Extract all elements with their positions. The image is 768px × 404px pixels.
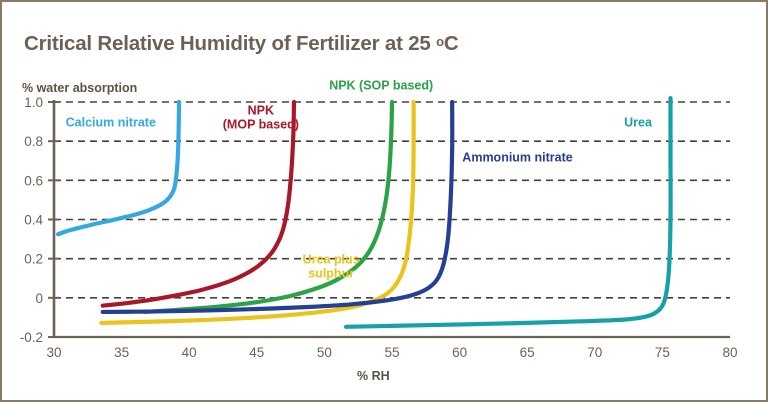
axes-group xyxy=(48,100,730,339)
y-tick-label: 0 xyxy=(35,291,43,306)
y-tick-label: 0.8 xyxy=(24,134,43,149)
y-axis-title: % water absorption xyxy=(22,81,138,95)
y-tick-labels-group: -0.2 0 0.2 0.4 0.6 0.8 1.0 xyxy=(20,95,44,345)
x-tick-label: 45 xyxy=(249,345,264,360)
series-line xyxy=(343,95,673,329)
series-label: NPK xyxy=(248,104,274,118)
series-label: Ammonium nitrate xyxy=(462,151,572,165)
x-tick-label: 65 xyxy=(520,345,535,360)
x-tick-label: 60 xyxy=(452,345,467,360)
series-line xyxy=(100,99,455,315)
x-tick-label: 30 xyxy=(46,345,61,360)
x-tick-label: 70 xyxy=(587,345,602,360)
y-tick-label: 0.4 xyxy=(24,213,43,228)
data-series-group xyxy=(55,95,673,329)
series-labels-group: Calcium nitrate NPK(MOP based) NPK (SOP ba… xyxy=(66,78,653,280)
chart-title-text: Critical Relative Humidity of Fertilizer… xyxy=(24,32,437,55)
series-label: Calcium nitrate xyxy=(66,115,156,129)
degree-symbol: o xyxy=(436,34,444,49)
y-tick-label: 0.2 xyxy=(24,252,43,267)
x-tick-label: 35 xyxy=(114,345,129,360)
x-tick-label: 50 xyxy=(317,345,332,360)
x-tick-label: 80 xyxy=(722,345,737,360)
series-line xyxy=(100,99,297,308)
series-line xyxy=(142,99,395,315)
x-tick-label: 55 xyxy=(384,345,399,360)
series-label: NPK (SOP based) xyxy=(329,78,433,92)
y-tick-label: 1.0 xyxy=(24,95,43,110)
x-axis-title: % RH xyxy=(357,369,390,383)
series-label: Urea plus xyxy=(303,253,360,267)
series-label: Urea xyxy=(624,115,653,129)
series-line xyxy=(55,99,182,237)
y-tick-label: -0.2 xyxy=(20,330,43,345)
series-label: sulphur xyxy=(308,267,354,281)
x-tick-label: 40 xyxy=(182,345,197,360)
y-tick-label: 0.6 xyxy=(24,173,43,188)
x-tick-label: 75 xyxy=(655,345,670,360)
page-title: Critical Relative Humidity of Fertilizer… xyxy=(24,32,459,56)
x-tick-labels-group: 30 35 40 45 50 55 60 65 70 75 80 xyxy=(46,345,737,360)
series-label: (MOP based) xyxy=(223,118,299,132)
temperature-unit: C xyxy=(443,32,459,55)
